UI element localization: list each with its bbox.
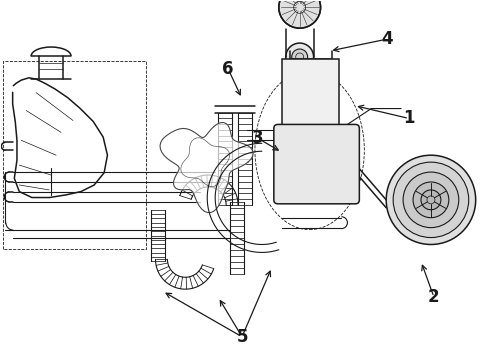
Text: 6: 6 — [222, 60, 234, 78]
Text: 4: 4 — [381, 30, 393, 48]
Circle shape — [403, 172, 459, 228]
Polygon shape — [160, 122, 253, 212]
Circle shape — [413, 182, 449, 218]
Circle shape — [421, 190, 441, 210]
Circle shape — [393, 162, 469, 238]
Circle shape — [334, 176, 345, 188]
Text: 5: 5 — [236, 328, 248, 346]
Circle shape — [290, 138, 342, 190]
Text: 3: 3 — [252, 129, 264, 147]
FancyBboxPatch shape — [282, 59, 340, 130]
FancyBboxPatch shape — [274, 125, 359, 204]
Circle shape — [286, 43, 314, 71]
Circle shape — [386, 155, 476, 244]
Text: 2: 2 — [428, 288, 440, 306]
Circle shape — [292, 49, 308, 65]
Circle shape — [334, 136, 345, 148]
Text: 1: 1 — [403, 109, 415, 127]
Circle shape — [302, 150, 329, 178]
Circle shape — [279, 0, 320, 28]
Polygon shape — [3, 63, 148, 249]
